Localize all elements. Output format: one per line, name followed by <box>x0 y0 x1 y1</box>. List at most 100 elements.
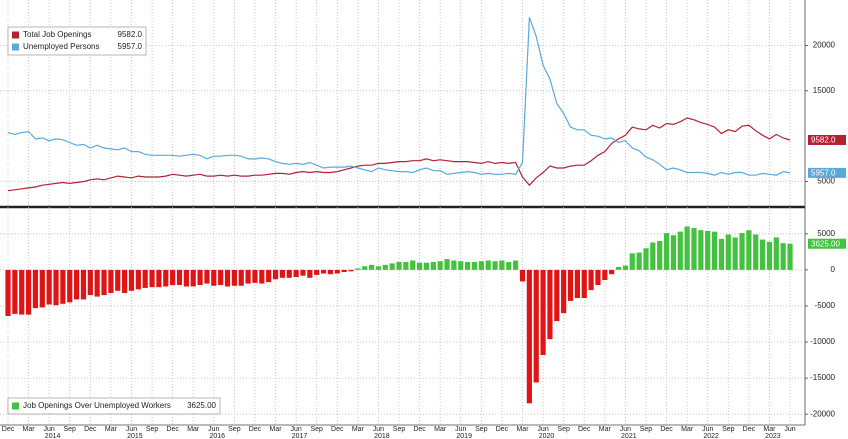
bar <box>53 269 59 306</box>
x-tick-label: Dec <box>660 426 673 433</box>
bar <box>615 266 622 270</box>
bar <box>670 235 677 270</box>
y-tick-label: -10000 <box>810 337 835 346</box>
x-tick-label: Dec <box>578 426 591 433</box>
x-year-label: 2017 <box>292 433 308 439</box>
bar <box>355 268 361 270</box>
bar <box>32 269 39 309</box>
x-tick-label: Dec <box>166 426 179 433</box>
x-tick-label: Dec <box>2 426 15 433</box>
bar <box>46 269 52 305</box>
bar <box>567 269 574 301</box>
bar <box>375 266 382 270</box>
bar <box>773 237 779 270</box>
x-tick-label: Sep <box>722 426 735 433</box>
bar <box>746 230 752 270</box>
bar <box>25 269 32 315</box>
x-tick-label: Dec <box>496 426 509 433</box>
x-tick-label: Sep <box>64 426 77 433</box>
bar <box>698 230 704 270</box>
bar <box>382 264 388 270</box>
x-year-label: 2020 <box>539 433 555 439</box>
bar <box>245 269 251 284</box>
bar <box>314 269 320 275</box>
bar <box>149 269 155 288</box>
x-tick-label: Jun <box>208 426 219 433</box>
last-value-box <box>808 134 846 145</box>
bar <box>417 262 423 270</box>
x-tick-label: Mar <box>105 426 118 433</box>
bar <box>595 269 601 286</box>
legend-value: 5957.0 <box>118 42 143 51</box>
bar <box>574 269 580 299</box>
x-tick-label: Dec <box>331 426 344 433</box>
bar <box>403 261 409 270</box>
bar <box>368 264 375 270</box>
bar <box>327 269 334 275</box>
bar <box>643 248 649 270</box>
x-tick-label: Sep <box>393 426 406 433</box>
x-tick-label: Sep <box>228 426 241 433</box>
bar <box>80 269 87 300</box>
bar <box>341 269 347 273</box>
bar <box>430 261 436 270</box>
bar <box>533 269 539 383</box>
bar <box>122 269 128 293</box>
bar <box>609 269 615 275</box>
x-tick-label: Mar <box>763 426 776 433</box>
bar <box>561 269 567 314</box>
bar <box>238 269 244 286</box>
y-tick-label: 15000 <box>813 86 836 95</box>
y-tick-label: 0 <box>831 265 836 274</box>
x-tick-label: Sep <box>146 426 159 433</box>
bar <box>348 269 354 272</box>
bar <box>300 269 306 276</box>
x-tick-label: Dec <box>743 426 756 433</box>
bar <box>492 261 498 270</box>
bar <box>286 269 292 278</box>
x-year-label: 2022 <box>703 433 719 439</box>
bar <box>197 269 203 286</box>
x-tick-label: Jun <box>455 426 466 433</box>
bar <box>622 265 628 270</box>
legend-swatch <box>12 31 19 39</box>
bar <box>485 260 491 270</box>
last-value-box <box>808 167 846 178</box>
bar <box>684 226 690 270</box>
bar <box>94 269 100 297</box>
x-tick-label: Sep <box>475 426 488 433</box>
bar <box>190 269 196 287</box>
bar <box>540 269 546 356</box>
bar <box>506 261 512 270</box>
bar <box>279 269 285 278</box>
bar <box>266 269 272 283</box>
bar <box>471 261 478 270</box>
bar <box>780 243 786 270</box>
bar <box>108 269 114 293</box>
bar <box>5 269 11 317</box>
line-series <box>7 17 791 176</box>
bar <box>760 239 766 270</box>
bar <box>396 261 402 270</box>
bar <box>272 269 279 280</box>
x-tick-label: Sep <box>557 426 570 433</box>
legend-box <box>7 26 147 56</box>
x-year-label: 2023 <box>765 433 781 439</box>
bar <box>87 269 93 296</box>
x-tick-label: Dec <box>413 426 426 433</box>
x-tick-label: Jun <box>702 426 713 433</box>
x-tick-label: Jun <box>373 426 384 433</box>
x-tick-label: Jun <box>784 426 795 433</box>
bar <box>362 266 368 270</box>
bar <box>218 269 224 286</box>
legend-label: Total Job Openings <box>23 30 92 39</box>
y-tick-label: 5000 <box>817 229 835 238</box>
bar <box>437 261 443 270</box>
bar <box>293 269 299 278</box>
y-tick-label: -5000 <box>815 301 836 310</box>
bar <box>142 269 148 288</box>
last-value-label: 9582.0 <box>811 136 836 145</box>
bar <box>60 269 66 304</box>
bar <box>718 238 725 270</box>
